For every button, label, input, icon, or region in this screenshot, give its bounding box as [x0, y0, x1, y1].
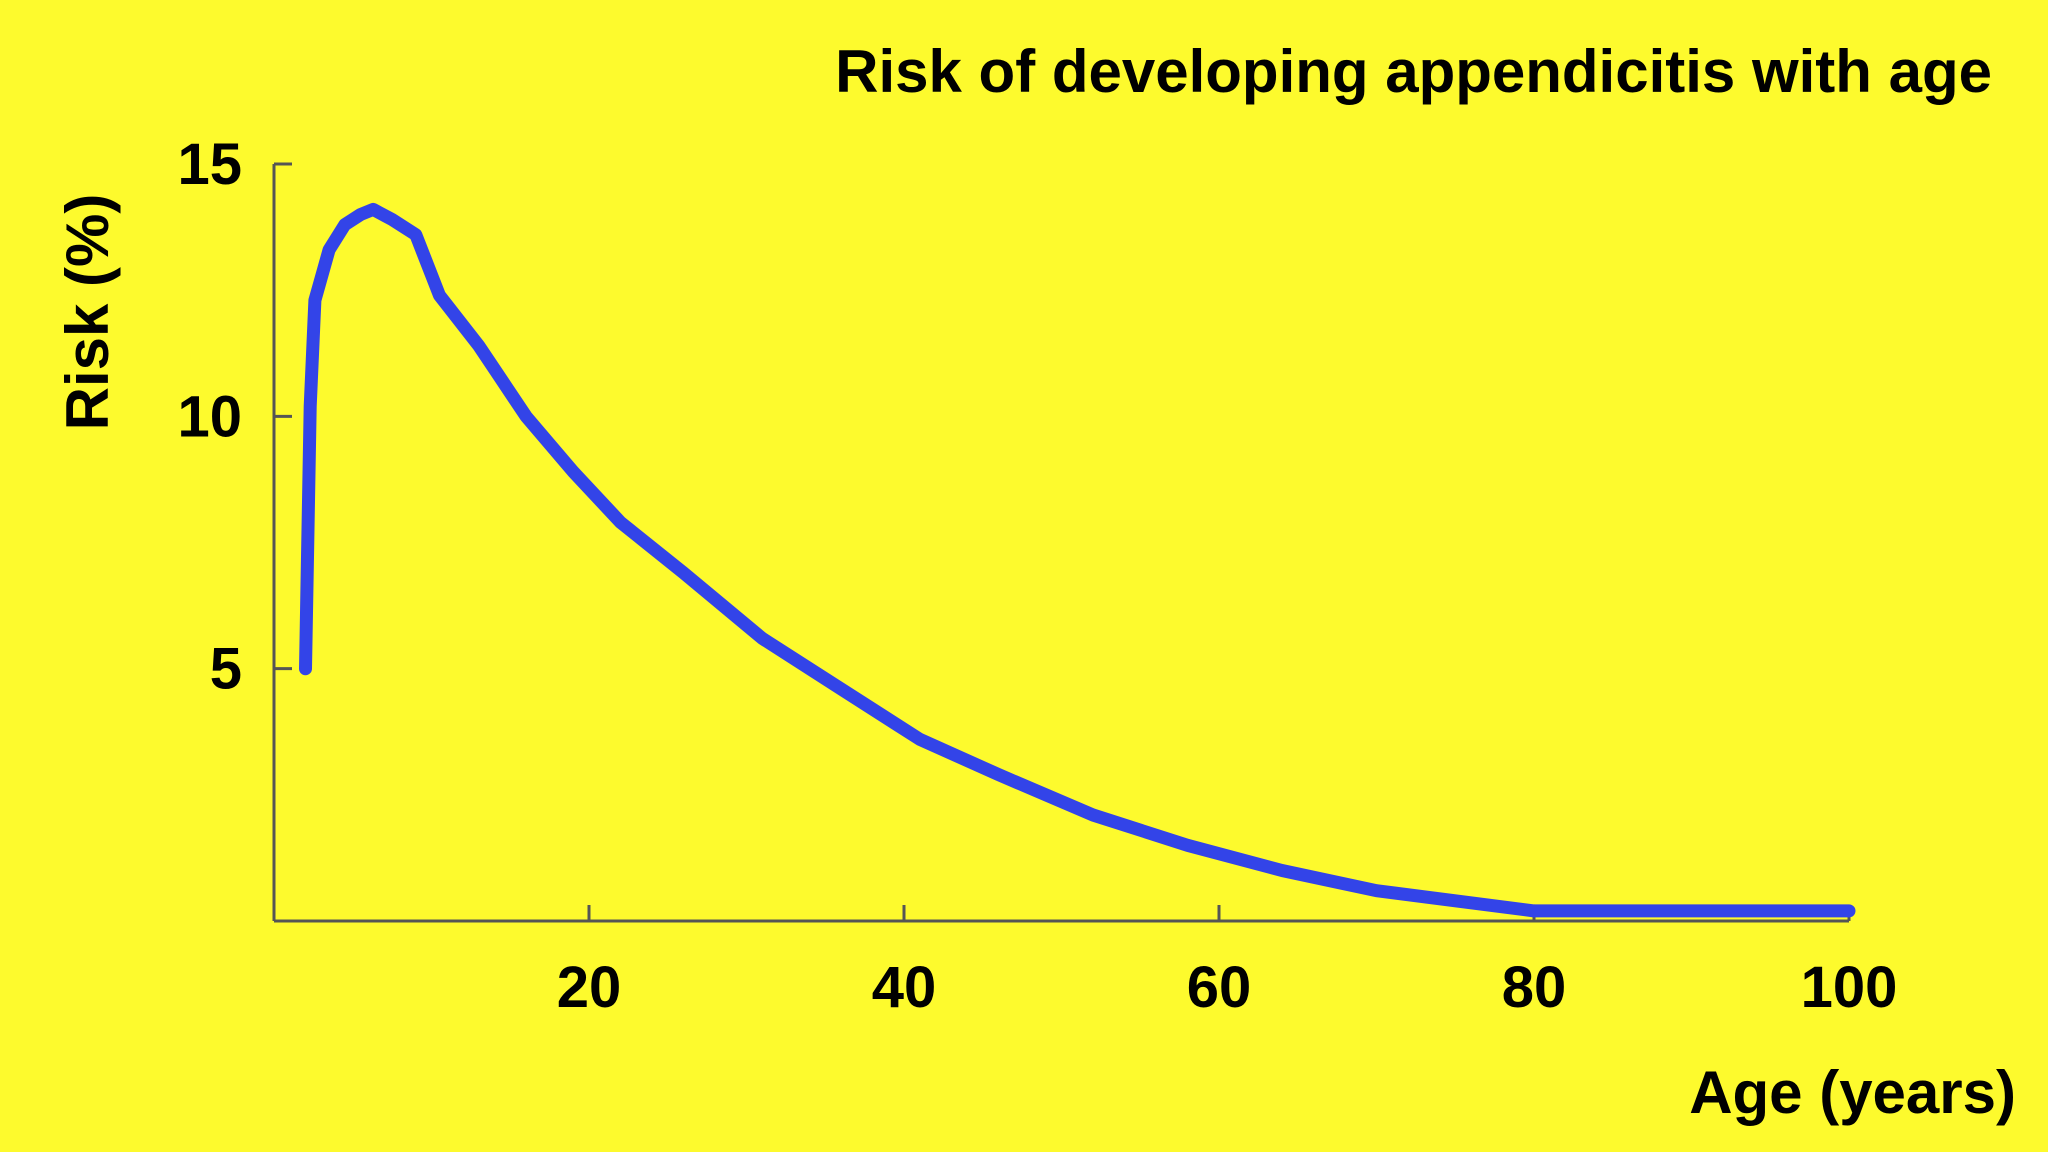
series-line [299, 202, 1856, 918]
y-axis-label: Risk (%) [54, 194, 121, 431]
x-tick-label: 100 [1801, 955, 1898, 1020]
series [299, 202, 1856, 918]
x-tick-label: 20 [557, 955, 622, 1020]
x-tick-label: 80 [1502, 955, 1567, 1020]
x-tick-label: 40 [872, 955, 937, 1020]
chart-title: Risk of developing appendicitis with age [835, 38, 1992, 105]
y-tick-label: 10 [177, 384, 242, 449]
y-tick-label: 15 [177, 132, 242, 197]
x-axis-label: Age (years) [1689, 1059, 2016, 1126]
ticks: 5 10 15 20 40 60 80 100 [177, 132, 1897, 1020]
y-tick-label: 5 [210, 637, 242, 702]
x-tick-label: 60 [1187, 955, 1252, 1020]
axes [272, 164, 1849, 923]
